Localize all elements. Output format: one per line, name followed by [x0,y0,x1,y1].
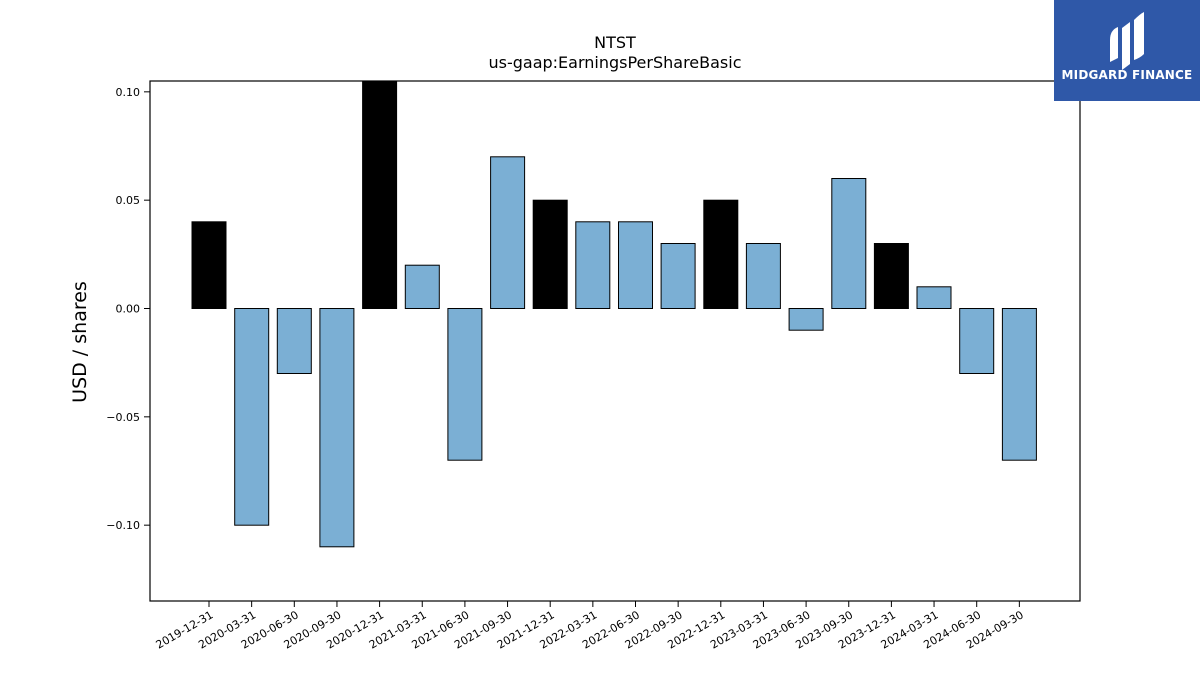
chart-title: NTST [594,33,636,52]
bar-2021-12-31 [532,199,568,309]
bars-group [191,80,1037,548]
bar-2022-03-31 [575,221,611,309]
y-tick-label: −0.10 [106,519,140,532]
bar-2022-06-30 [618,221,653,309]
x-ticks-group: 2019-12-312020-03-312020-06-302020-09-30… [154,601,1026,652]
chart-subtitle: us-gaap:EarningsPerShareBasic [488,53,741,72]
bar-2022-09-30 [660,243,696,309]
bar-2020-06-30 [276,308,312,374]
bar-2021-03-31 [404,264,440,310]
bar-2021-09-30 [490,156,526,309]
bar-2023-12-31 [873,243,909,309]
bar-2023-09-30 [831,178,867,309]
y-tick-label: −0.05 [106,411,140,424]
y-tick-label: 0.00 [116,303,141,316]
bar-2020-12-31 [362,80,398,309]
plot-frame [149,80,1081,602]
bar-2023-03-31 [745,243,781,309]
y-axis-label: USD / shares [69,281,91,403]
bar-2024-03-31 [916,286,952,309]
brand-name: MIDGARD FINANCE [1061,68,1193,82]
y-tick-label: 0.10 [116,86,141,99]
bar-2024-06-30 [959,308,995,374]
bar-2022-12-31 [703,199,739,309]
midgard-logo-icon [1110,12,1144,70]
y-ticks-group: 0.10 0.05 0.00 −0.05 −0.10 [106,86,150,532]
bar-2023-06-30 [788,308,824,331]
brand-logo: MIDGARD FINANCE [1054,0,1200,101]
y-tick-label: 0.05 [116,194,141,207]
bar-2020-09-30 [319,308,355,548]
bar-2021-06-30 [447,308,483,461]
bar-2020-03-31 [234,308,270,526]
bar-2019-12-31 [191,221,227,309]
bar-2024-09-30 [1001,308,1037,461]
